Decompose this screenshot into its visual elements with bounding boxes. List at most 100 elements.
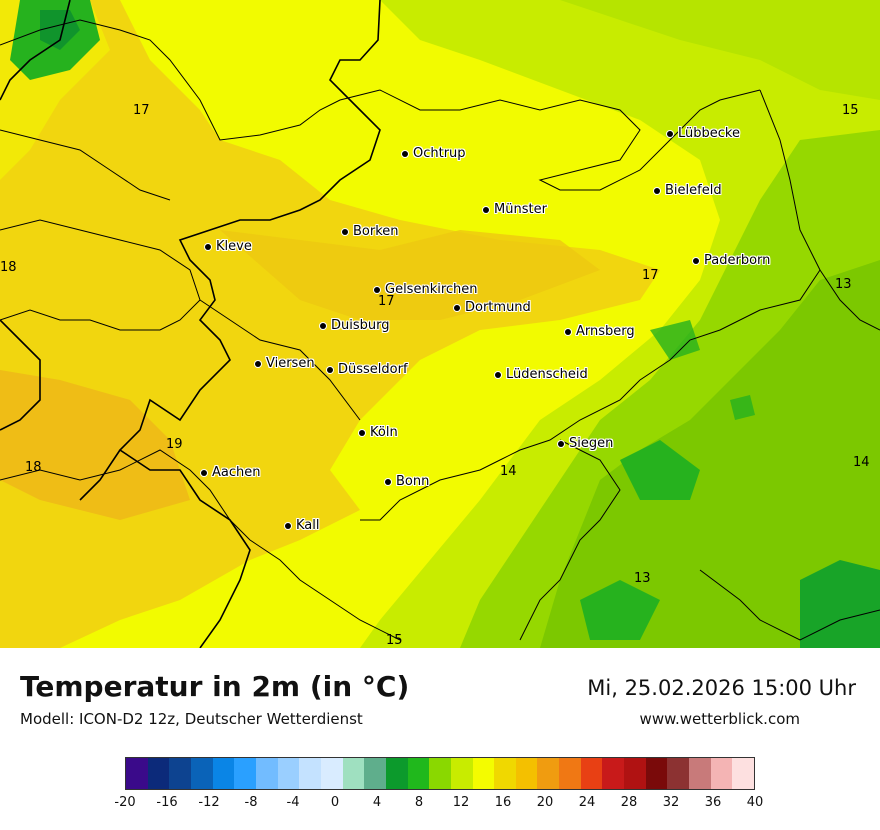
city-label: Dortmund (465, 300, 531, 315)
legend-swatch (212, 758, 235, 789)
legend-tick-label: -20 (114, 795, 136, 810)
legend-tick-label: 32 (662, 795, 680, 810)
website-label: www.wetterblick.com (639, 710, 800, 728)
temperature-value-label: 17 (642, 268, 659, 283)
city-dot-icon (201, 469, 207, 476)
temperature-value-label: 15 (842, 103, 859, 118)
city-dot-icon (454, 304, 460, 311)
legend-swatch (602, 758, 625, 789)
city-label: Arnsberg (576, 324, 635, 339)
forecast-datetime: Mi, 25.02.2026 15:00 Uhr (587, 676, 856, 700)
temperature-value-label: 18 (25, 460, 42, 475)
city-marker: Lüdenscheid (495, 367, 588, 382)
city-label: Ochtrup (413, 146, 466, 161)
city-marker: Aachen (201, 465, 260, 480)
city-marker: Paderborn (693, 253, 770, 268)
city-dot-icon (654, 187, 660, 194)
temperature-value-label: 19 (166, 437, 183, 452)
city-label: Lübbecke (678, 126, 740, 141)
city-marker: Siegen (558, 436, 613, 451)
legend-swatch (494, 758, 516, 789)
legend-swatch (450, 758, 473, 789)
city-dot-icon (565, 328, 571, 335)
legend-tick-label: -16 (156, 795, 178, 810)
legend-swatch (645, 758, 668, 789)
legend-swatch (234, 758, 256, 789)
city-dot-icon (483, 206, 489, 213)
city-dot-icon (342, 228, 348, 235)
city-dot-icon (327, 366, 333, 373)
city-label: Kall (296, 518, 320, 533)
city-marker: Borken (342, 224, 399, 239)
city-dot-icon (495, 371, 501, 378)
city-marker: Düsseldorf (327, 362, 408, 377)
legend-tick-label: 28 (620, 795, 638, 810)
legend-swatch (515, 758, 538, 789)
legend-swatch (732, 758, 755, 789)
legend-tick-label: 36 (704, 795, 722, 810)
temperature-value-label: 13 (835, 277, 852, 292)
city-marker: Kall (285, 518, 320, 533)
city-label: Lüdenscheid (506, 367, 588, 382)
temperature-value-label: 14 (500, 464, 517, 479)
legend-swatch (429, 758, 451, 789)
model-source: Modell: ICON-D2 12z, Deutscher Wetterdie… (20, 710, 363, 728)
city-dot-icon (285, 522, 291, 529)
legend-swatch (190, 758, 213, 789)
legend-swatch (364, 758, 386, 789)
temperature-value-label: 18 (0, 260, 17, 275)
legend-tick-label: -4 (286, 795, 300, 810)
city-label: Bielefeld (665, 183, 722, 198)
legend-tick-label: 4 (372, 795, 382, 810)
legend-swatch (689, 758, 711, 789)
legend-swatch (147, 758, 170, 789)
city-dot-icon (374, 286, 380, 293)
city-label: Duisburg (331, 318, 390, 333)
city-dot-icon (359, 429, 365, 436)
legend-swatch (299, 758, 321, 789)
city-label: Borken (353, 224, 399, 239)
temperature-value-label: 14 (853, 455, 870, 470)
city-label: Köln (370, 425, 398, 440)
city-marker: Bonn (385, 474, 429, 489)
legend-tick-label: 8 (414, 795, 424, 810)
legend-swatch (385, 758, 408, 789)
legend-swatch (255, 758, 278, 789)
legend-tick-label: -8 (244, 795, 258, 810)
city-marker: Bielefeld (654, 183, 722, 198)
legend-swatch (580, 758, 603, 789)
legend-tick-label: 24 (578, 795, 596, 810)
city-marker: Lübbecke (667, 126, 740, 141)
city-marker: Münster (483, 202, 547, 217)
city-marker: Duisburg (320, 318, 390, 333)
city-marker: Viersen (255, 356, 315, 371)
legend-tick-label: 12 (452, 795, 470, 810)
legend-swatch (407, 758, 430, 789)
legend-swatch (277, 758, 300, 789)
city-label: Bonn (396, 474, 430, 489)
city-dot-icon (385, 478, 391, 485)
city-label: Münster (494, 202, 547, 217)
legend-ticks: -20 -16 -12 -8 -4 0 4 8 12 16 20 24 28 32 36 40 (114, 795, 763, 815)
legend-tick-label: 40 (746, 795, 764, 810)
city-label: Gelsenkirchen (385, 282, 478, 297)
legend-swatch (472, 758, 495, 789)
legend-swatch (624, 758, 646, 789)
legend-swatch (559, 758, 581, 789)
legend-swatch (126, 758, 148, 789)
color-scale-legend (125, 757, 755, 790)
city-dot-icon (255, 360, 261, 367)
city-dot-icon (667, 130, 673, 137)
city-dot-icon (558, 440, 564, 447)
legend-tick-label: 16 (494, 795, 512, 810)
legend-swatch (537, 758, 560, 789)
legend-swatch (667, 758, 690, 789)
city-marker: Dortmund (454, 300, 531, 315)
legend-swatch (320, 758, 343, 789)
temperature-value-label: 17 (378, 294, 395, 309)
legend-swatch (169, 758, 191, 789)
map-title: Temperatur in 2m (in °C) (20, 670, 410, 703)
city-label: Aachen (212, 465, 261, 480)
city-dot-icon (320, 322, 326, 329)
legend-tick-label: -12 (198, 795, 220, 810)
